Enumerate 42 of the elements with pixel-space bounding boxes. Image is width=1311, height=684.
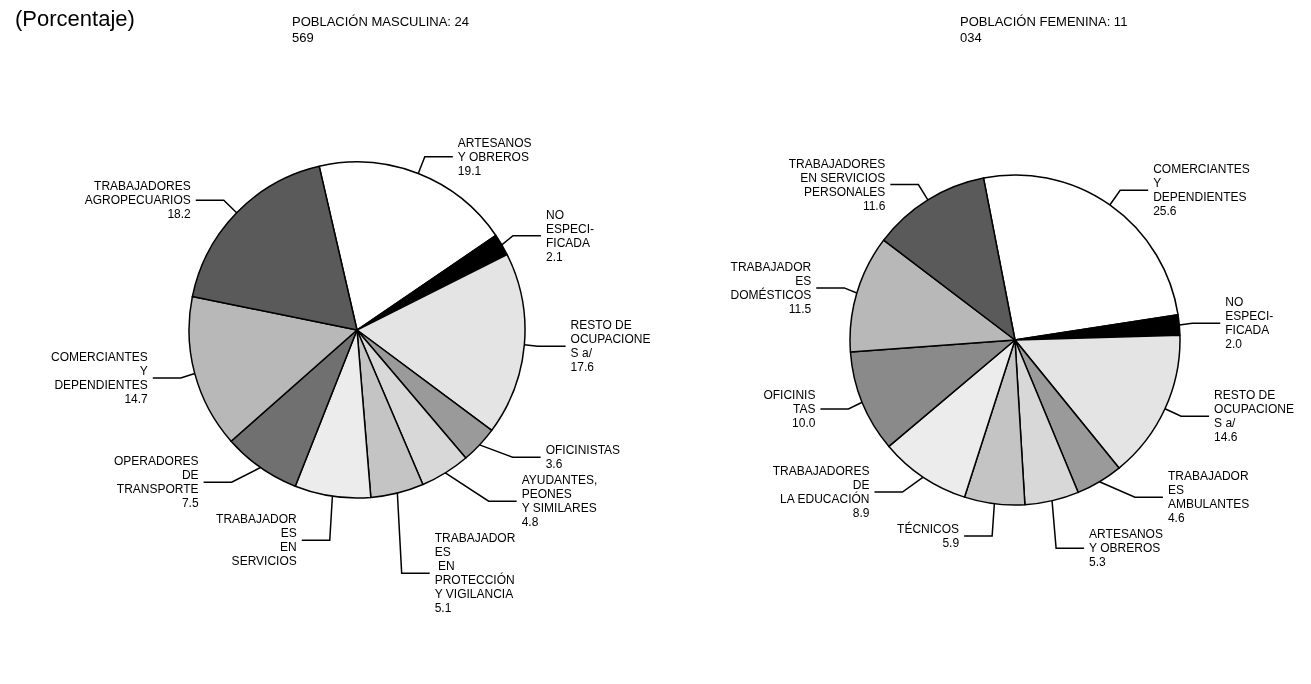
data-label: 11.5 [788,301,812,316]
slice-label: TRABAJADORES EN SERVICIOS PERSONALES [788,156,886,199]
data-label: 8.9 [852,506,870,521]
slice-label: TRABAJADOR ES EN SERVICIOS [216,512,298,569]
data-label: 5.3 [1089,555,1107,570]
data-label: 3.6 [545,457,563,472]
data-label: 18.2 [167,207,192,222]
data-label: 5.1 [434,601,452,616]
slice-label: TRABAJADOR ES AMBULANTES [1167,469,1250,512]
data-label: 11.6 [862,198,886,213]
data-label: 25.6 [1153,204,1177,219]
slice-label: NO ESPECI- FICADA [545,207,594,250]
data-label: 10.0 [792,416,816,431]
slice-label: TRABAJADORES DE LA EDUCACIÓN [772,464,870,507]
slice-label: ARTESANOS Y OBREROS [457,135,532,164]
data-label: 19.1 [457,163,482,178]
data-label: 7.5 [181,496,199,511]
slice-label: OFICINISTAS [545,443,621,458]
slice-label: RESTO DE OCUPACIONE S a/ [570,318,651,361]
data-label: 17.6 [570,360,595,375]
slice-label: ARTESANOS Y OBREROS [1089,527,1163,556]
slice-label: TRABAJADOR ES EN PROTECCIÓN Y VIGILANCIA [434,531,516,602]
slice-label: TÉCNICOS [897,521,960,537]
data-label: 14.7 [124,392,149,407]
data-label: 2.1 [545,249,563,264]
slice-label: COMERCIANTES Y DEPENDIENTES [51,350,148,393]
data-label: 2.0 [1225,337,1243,352]
slice-label: RESTO DE OCUPACIONE S a/ [1214,388,1294,431]
data-label: 4.8 [521,515,539,530]
slice-label: OPERADORES DE TRANSPORTE [113,454,199,497]
slice-label: TRABAJADOR ES DOMÉSTICOS [730,259,812,302]
chart-subtitle: POBLACIÓN MASCULINA: 24 569 [292,13,469,45]
data-label: 5.9 [942,536,960,551]
slice-label: OFICINIS TAS [763,388,816,417]
chart-subtitle: POBLACIÓN FEMENINA: 11 034 [960,13,1128,45]
data-label: 4.6 [1167,511,1185,526]
chart-title: (Porcentaje) [15,5,135,31]
data-label: 14.6 [1214,430,1238,445]
slice-label: TRABAJADORES AGROPECUARIOS [84,179,191,208]
slice-label: AYUDANTES, PEONES Y SIMILARES [521,473,598,516]
slice-label: COMERCIANTES Y DEPENDIENTES [1153,162,1250,205]
slice-label: NO ESPECI- FICADA [1225,295,1274,338]
